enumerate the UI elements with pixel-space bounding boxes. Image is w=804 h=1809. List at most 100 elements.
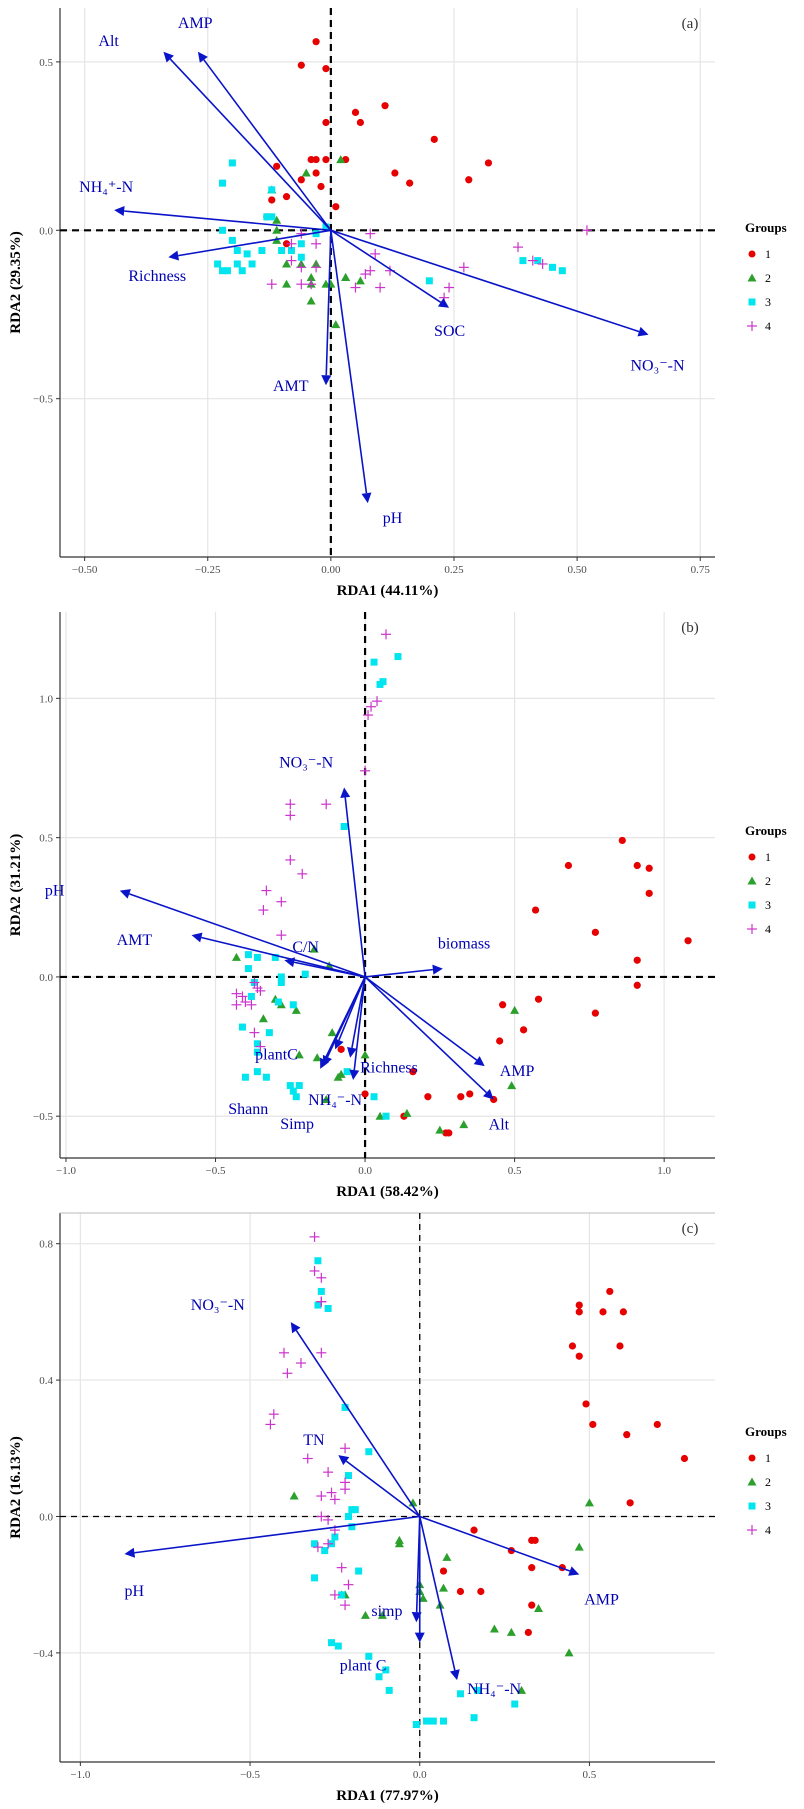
point-group-3 [519,257,527,265]
point-group-3 [314,1301,322,1309]
point-group-1 [456,1587,465,1596]
square-icon [748,298,756,306]
point-group-1 [645,864,653,872]
circle-icon [748,853,756,861]
point-group-1 [528,1564,536,1572]
point-group-2 [438,1583,448,1592]
square-icon [748,1502,756,1510]
panel-label: (c) [682,1221,699,1237]
vector-arrow: AMP [419,1515,619,1608]
point-group-4 [326,1487,337,1498]
rda-panel-c: −1.0 −0.5 0.0 0.5 −0.4 0.0 0.4 0.8 RDA1 (77.97%)… [8,1212,787,1804]
point-group-4 [381,629,392,640]
point-group-2 [442,1552,452,1561]
point-group-3 [439,1717,447,1725]
point-group-4 [336,1562,347,1573]
point-group-3 [375,1673,383,1681]
legend: Groups 1 2 3 4 [745,823,787,936]
vector-label: NH₄⁺-N [79,179,133,196]
vector-line [330,230,368,494]
point-group-1 [312,155,320,164]
point-group-4 [309,1265,320,1276]
arrowhead-icon [197,51,208,63]
vector-arrow: pH [330,230,403,527]
point-group-1 [534,995,543,1003]
point-group-3 [470,1714,478,1722]
point-group-1 [297,176,305,184]
point-group-4 [365,228,376,239]
point-group-3 [301,970,309,978]
vector-label: NH₄⁻-N [308,1092,362,1109]
point-group-1 [619,1308,627,1316]
point-group-3 [286,1082,294,1090]
point-group-2 [355,276,365,285]
point-group-3 [324,1304,332,1312]
point-group-4 [296,228,307,239]
point-group-2 [321,1095,331,1103]
point-group-4 [249,1027,260,1038]
x-tick-label: 0.00 [321,564,341,576]
legend-title: Groups [745,1424,787,1439]
point-group-4 [261,885,272,896]
vector-arrow: NH₄⁻-N [308,976,366,1109]
panel-label: (b) [681,620,699,636]
point-group-2 [331,320,341,329]
point-group-3 [292,1093,300,1101]
vector-label: biomass [438,936,490,953]
point-group-3 [244,965,252,973]
legend-item-group-1: 1 [748,1451,771,1465]
arrowhead-icon [290,1322,301,1334]
point-group-2 [301,168,311,177]
x-axis-title: RDA1 (77.97%) [336,1788,439,1804]
x-tick-label: −0.5 [206,1165,226,1177]
point-group-1 [356,118,365,127]
point-group-1 [406,179,414,187]
vector-line [364,976,487,1094]
vector-arrow: Richness [128,229,331,285]
point-group-4 [302,1453,313,1464]
x-tick-label: −1.0 [70,1769,90,1781]
point-group-4 [297,868,308,879]
point-group-4 [258,905,269,916]
vector-arrow: AMT [117,932,366,978]
point-group-4 [306,279,317,290]
point-group-4 [295,1358,306,1369]
arrowhead-icon [482,1088,494,1100]
point-group-3 [247,992,255,1000]
point-group-1 [351,108,360,117]
point-group-2 [333,1072,343,1081]
point-group-1 [322,65,330,73]
legend-item-group-2: 2 [747,1475,771,1489]
point-group-2 [282,259,292,268]
point-group-1 [337,1045,345,1053]
point-group-4 [311,238,322,249]
point-group-3 [322,223,330,231]
vector-arrow: SOC [330,229,465,340]
x-tick-label: −1.0 [56,1165,76,1177]
vector-arrow: NH₄⁺-N [79,179,331,232]
x-tick-label: −0.5 [240,1769,260,1781]
legend-label: 4 [765,319,771,333]
point-group-4 [231,999,242,1010]
point-group-1 [626,1499,634,1507]
point-group-1 [332,203,340,211]
point-group-4 [323,1514,334,1525]
arrowhead-icon [449,1669,460,1681]
arrowhead-icon [340,787,351,798]
vector-label: Alt [489,1117,510,1134]
point-group-2 [306,296,316,305]
point-group-3 [277,973,285,981]
point-group-1 [591,1009,599,1017]
point-group-1 [645,889,653,897]
point-group-4 [458,262,469,273]
point-group-4 [240,997,251,1007]
vector-line [124,210,331,232]
vector-line [364,968,433,978]
point-group-3 [348,1523,356,1531]
vector-line [351,976,366,1049]
point-group-3 [328,1639,336,1647]
point-group-1 [606,1287,614,1296]
point-group-2 [574,1542,584,1551]
point-group-3 [223,267,231,275]
